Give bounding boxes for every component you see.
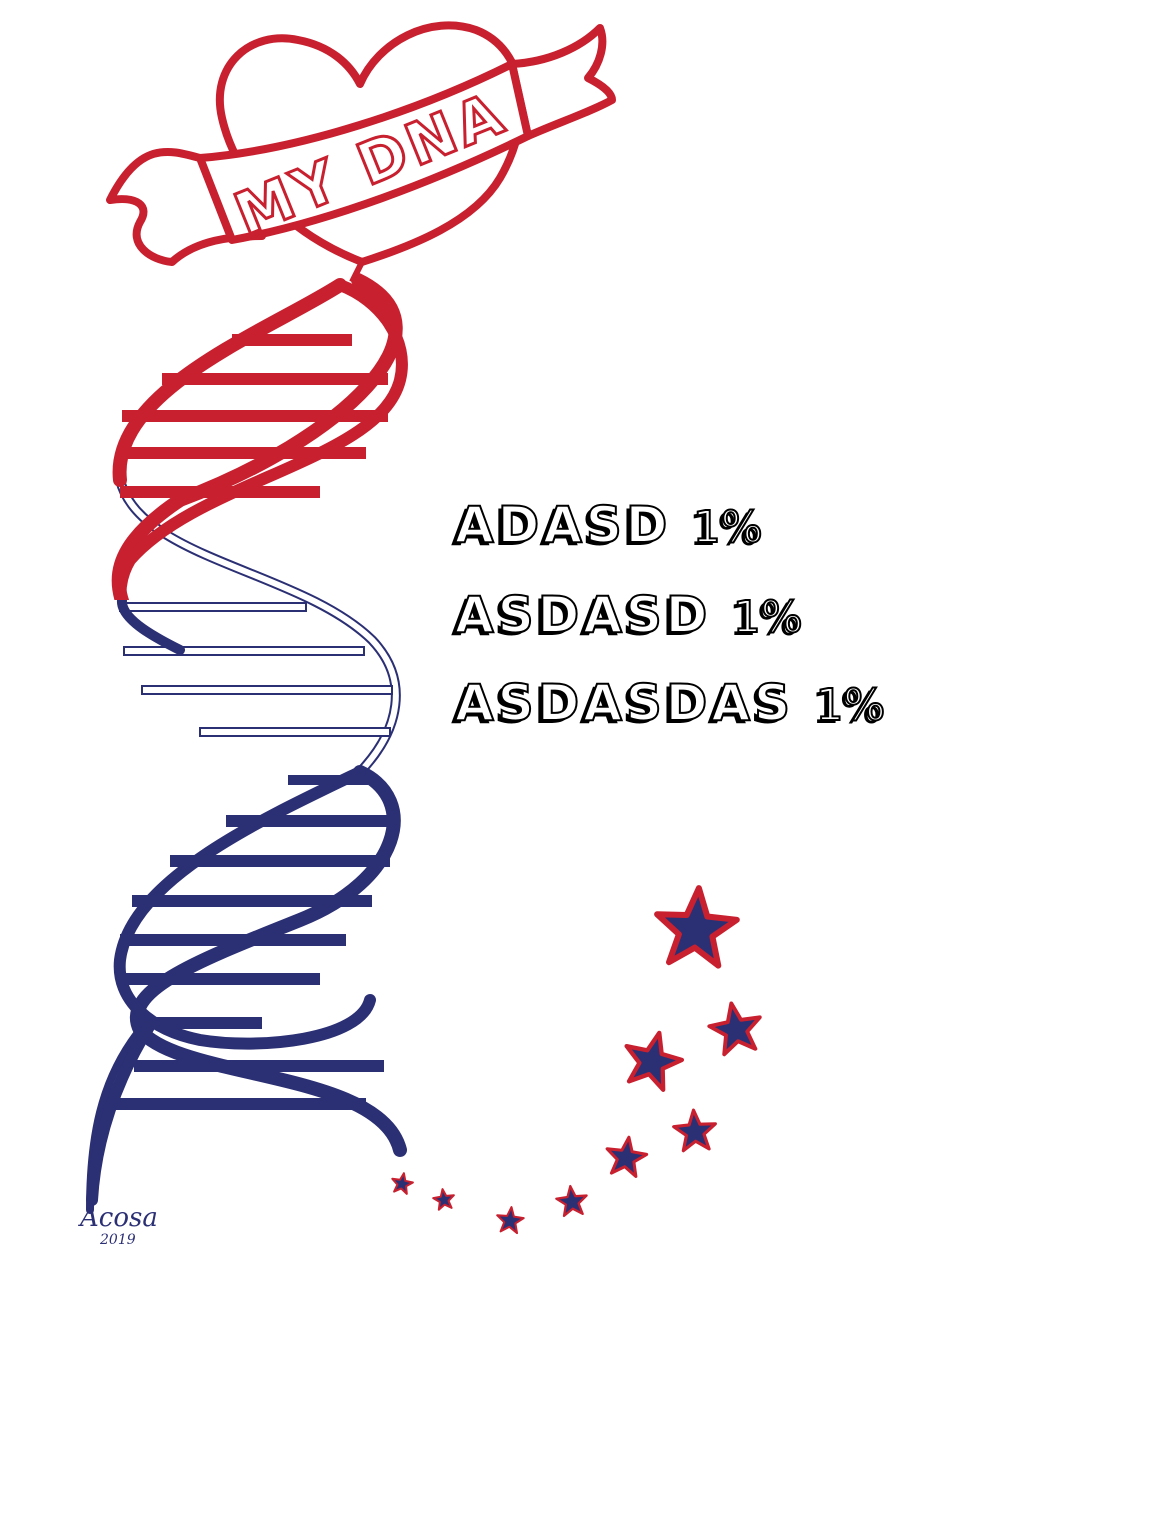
star-icon	[555, 1184, 588, 1218]
star-icon	[654, 885, 740, 969]
star-icon	[496, 1206, 525, 1235]
dna-rungs-red	[118, 334, 388, 498]
ribbon-right-tail	[508, 24, 616, 140]
stat-line: ADASD 1%	[454, 499, 764, 553]
stat-label: ADASD	[454, 496, 672, 554]
stat-line: ASDASDAS 1%	[454, 677, 887, 731]
star-icon	[707, 1001, 762, 1057]
star-icon	[605, 1135, 649, 1178]
ribbon-left-tail	[106, 148, 266, 266]
ribbon-band	[196, 60, 532, 244]
signature-year: 2019	[99, 1232, 136, 1248]
star-icon	[672, 1108, 717, 1153]
stat-label: ASDASD	[454, 586, 712, 644]
signature: Acosa 2019	[78, 1203, 158, 1248]
stat-value: 1%	[732, 592, 804, 643]
stat-value: 1%	[692, 502, 764, 553]
star-icon	[432, 1188, 455, 1211]
dna-rungs-blue	[116, 775, 396, 1110]
stat-value: 1%	[815, 680, 887, 731]
star-icon	[624, 1030, 685, 1092]
stat-label: ASDASDAS	[454, 674, 795, 732]
dna-rungs-outline	[119, 602, 393, 737]
stars-trail	[391, 885, 762, 1235]
stat-line: ASDASD 1%	[454, 589, 804, 643]
signature-name: Acosa	[78, 1203, 158, 1233]
star-icon	[391, 1172, 414, 1195]
